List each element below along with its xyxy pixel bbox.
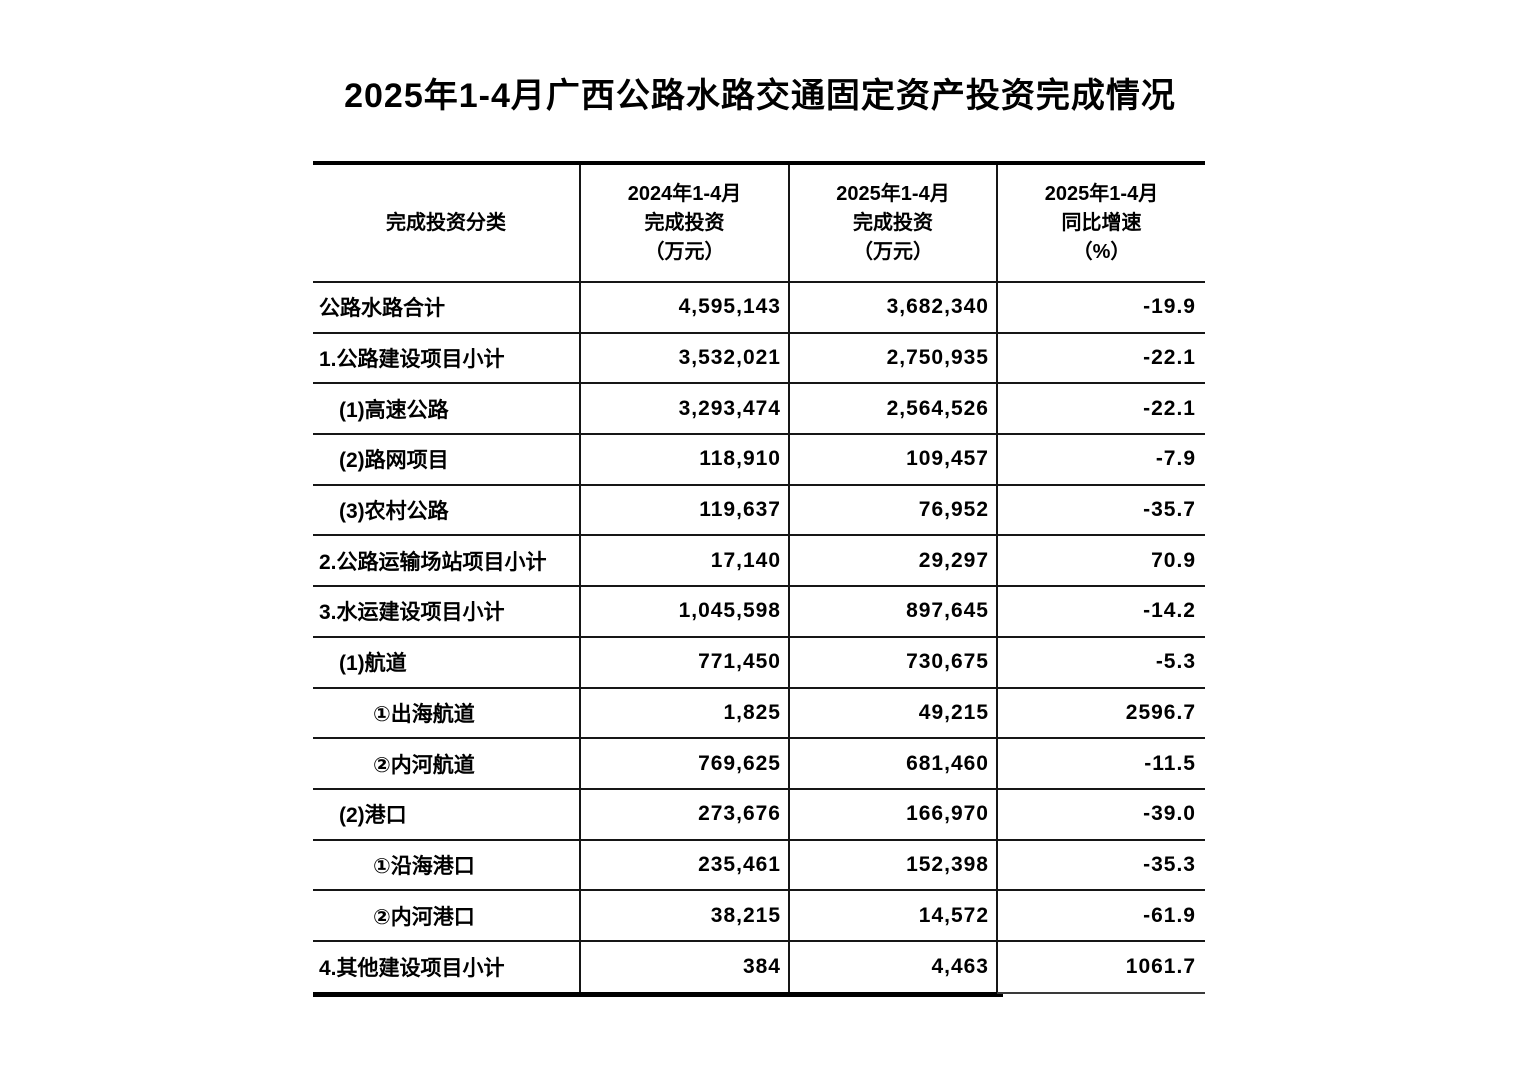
- value-2025: 29,297: [788, 534, 997, 587]
- table-row: (3)农村公路 119,637 76,952 -35.7: [313, 483, 1205, 536]
- page-title: 2025年1-4月广西公路水路交通固定资产投资完成情况: [344, 77, 1176, 115]
- row-label: ①出海航道: [313, 686, 580, 739]
- column-header-growth-rate: 2025年1-4月 同比增速 （%）: [996, 163, 1205, 283]
- growth-rate: -39.0: [996, 787, 1205, 840]
- value-2025: 730,675: [788, 635, 997, 688]
- value-2024: 3,532,021: [579, 331, 789, 384]
- table-row: (1)高速公路 3,293,474 2,564,526 -22.1: [313, 382, 1205, 435]
- value-2025: 166,970: [788, 787, 997, 840]
- value-2025: 76,952: [788, 483, 997, 536]
- table-row: 3.水运建设项目小计 1,045,598 897,645 -14.2: [313, 585, 1205, 637]
- value-2024: 235,461: [579, 838, 789, 891]
- row-label: ①沿海港口: [313, 838, 580, 891]
- value-2024: 1,045,598: [579, 585, 789, 637]
- row-label: (2)港口: [313, 787, 580, 840]
- growth-rate: 70.9: [996, 534, 1205, 587]
- value-2024: 771,450: [579, 635, 789, 688]
- growth-rate: -14.2: [996, 585, 1205, 637]
- value-2024: 4,595,143: [579, 282, 789, 333]
- table-row: 4.其他建设项目小计 384 4,463 1061.7: [313, 939, 1205, 992]
- row-label: 公路水路合计: [319, 297, 445, 321]
- row-label: 3.水运建设项目小计: [313, 585, 580, 637]
- value-2025: 109,457: [788, 433, 997, 485]
- value-2025: 2,750,935: [788, 331, 997, 384]
- value-2025: 152,398: [788, 838, 997, 891]
- value-2025: 14,572: [788, 889, 997, 941]
- header-row: 完成投资分类 2024年1-4月 完成投资 （万元） 2025年1-4月 完成投…: [313, 163, 1205, 283]
- growth-rate: -35.7: [996, 483, 1205, 536]
- row-label: (1)航道: [313, 635, 580, 688]
- column-header-category: 完成投资分类: [313, 163, 580, 283]
- growth-rate: 1061.7: [996, 939, 1205, 992]
- value-2025: 4,463: [788, 939, 997, 992]
- value-2024: 38,215: [579, 889, 789, 941]
- value-2025: 2,564,526: [788, 382, 997, 435]
- investment-table-grid: 完成投资分类 2024年1-4月 完成投资 （万元） 2025年1-4月 完成投…: [313, 161, 1205, 992]
- growth-rate: -11.5: [996, 737, 1205, 789]
- value-2024: 118,910: [579, 433, 789, 485]
- growth-rate: -5.3: [996, 635, 1205, 688]
- value-2025: 49,215: [788, 686, 997, 739]
- column-header-2024-investment: 2024年1-4月 完成投资 （万元）: [579, 163, 789, 283]
- investment-table: 完成投资分类 2024年1-4月 完成投资 （万元） 2025年1-4月 完成投…: [313, 161, 1205, 998]
- growth-rate: -35.3: [996, 838, 1205, 891]
- table-body: 公路水路合计 4,595,143 3,682,340 -19.9 1.公路建设项目小计 3…: [313, 282, 1205, 992]
- growth-rate: 2596.7: [996, 686, 1205, 739]
- table-row: ①沿海港口 235,461 152,398 -35.3: [313, 838, 1205, 891]
- value-2024: 769,625: [579, 737, 789, 789]
- table-bottom-border-thick: [313, 991, 1003, 997]
- value-2024: 119,637: [579, 483, 789, 536]
- column-header-2025-investment: 2025年1-4月 完成投资 （万元）: [788, 163, 997, 283]
- table-row: ①出海航道 1,825 49,215 2596.7: [313, 686, 1205, 739]
- table-row: ②内河港口 38,215 14,572 -61.9: [313, 889, 1205, 941]
- row-label: 4.其他建设项目小计: [313, 939, 580, 992]
- row-label: ②内河航道: [313, 737, 580, 789]
- row-label: 2.公路运输场站项目小计: [313, 534, 580, 587]
- value-2024: 1,825: [579, 686, 789, 739]
- value-2025: 897,645: [788, 585, 997, 637]
- row-label: (1)高速公路: [313, 382, 580, 435]
- table-row: (2)港口 273,676 166,970 -39.0: [313, 787, 1205, 840]
- growth-rate: -22.1: [996, 331, 1205, 384]
- growth-rate: -7.9: [996, 433, 1205, 485]
- value-2024: 3,293,474: [579, 382, 789, 435]
- table-row: (1)航道 771,450 730,675 -5.3: [313, 635, 1205, 688]
- row-label: (2)路网项目: [313, 433, 580, 485]
- table-row: 1.公路建设项目小计 3,532,021 2,750,935 -22.1: [313, 331, 1205, 384]
- row-label: (3)农村公路: [313, 483, 580, 536]
- value-2024: 17,140: [579, 534, 789, 587]
- table-row: (2)路网项目 118,910 109,457 -7.9: [313, 433, 1205, 485]
- table-row: ②内河航道 769,625 681,460 -11.5: [313, 737, 1205, 789]
- growth-rate: -61.9: [996, 889, 1205, 941]
- row-label: 1.公路建设项目小计: [313, 331, 580, 384]
- table-bottom-border-thin: [997, 991, 1205, 994]
- value-2024: 384: [579, 939, 789, 992]
- growth-rate: -22.1: [996, 382, 1205, 435]
- table-row: 公路水路合计 4,595,143 3,682,340 -19.9: [313, 282, 1205, 333]
- growth-rate: -19.9: [996, 282, 1205, 333]
- table-row: 2.公路运输场站项目小计 17,140 29,297 70.9: [313, 534, 1205, 587]
- value-2025: 681,460: [788, 737, 997, 789]
- row-label: ②内河港口: [313, 889, 580, 941]
- value-2025: 3,682,340: [788, 282, 997, 333]
- value-2024: 273,676: [579, 787, 789, 840]
